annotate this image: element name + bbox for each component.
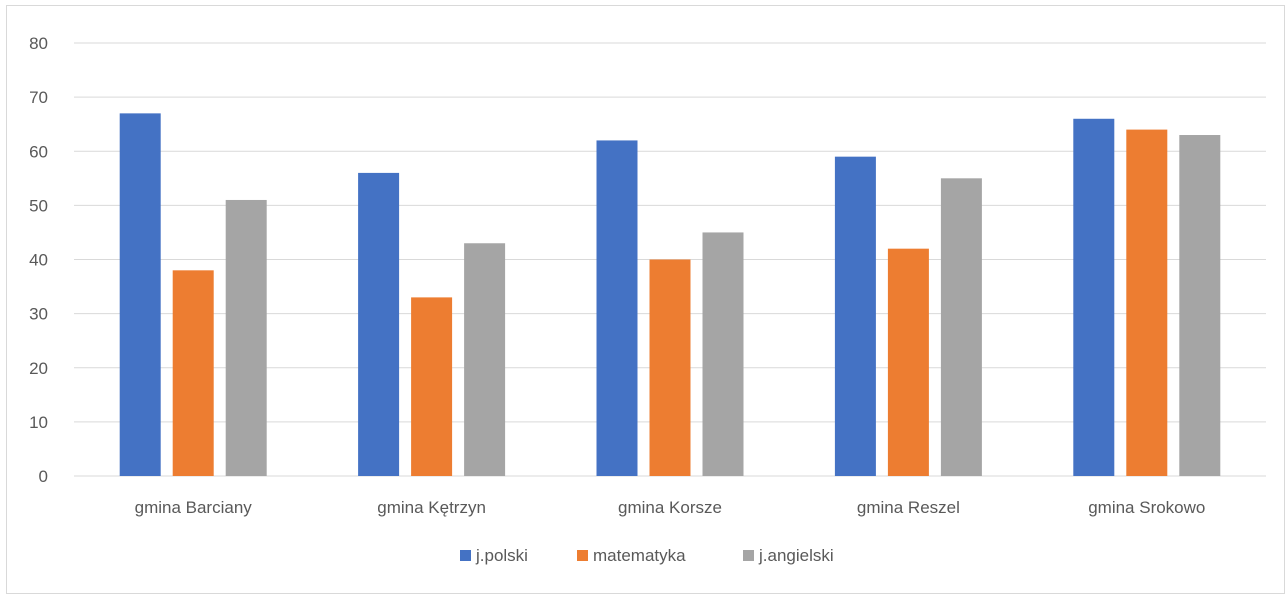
bar-j-polski-3 xyxy=(596,140,638,477)
bar-matematyka-2 xyxy=(411,297,453,476)
x-axis-category-labels: gmina Barciany gmina Kętrzyn gmina Korsze g… xyxy=(135,498,1206,517)
legend-label: j.angielski xyxy=(758,546,834,565)
legend-swatch xyxy=(577,550,588,561)
x-category-label: gmina Reszel xyxy=(857,498,960,517)
bar-j-angielski-5 xyxy=(1179,135,1221,476)
legend: j.polski matematyka j.angielski xyxy=(460,546,834,565)
chart-frame xyxy=(6,5,1285,594)
legend-swatch xyxy=(743,550,754,561)
bar-j-angielski-4 xyxy=(940,178,982,476)
y-tick-label: 80 xyxy=(29,34,48,53)
bar-matematyka-4 xyxy=(887,248,929,476)
y-tick-label: 70 xyxy=(29,88,48,107)
bar-j-polski-1 xyxy=(119,113,161,477)
legend-label: j.polski xyxy=(475,546,528,565)
bar-matematyka-5 xyxy=(1126,129,1168,476)
x-category-label: gmina Barciany xyxy=(135,498,253,517)
y-tick-label: 10 xyxy=(29,413,48,432)
bar-j-angielski-3 xyxy=(702,232,744,476)
bar-j-angielski-1 xyxy=(225,199,267,476)
y-axis-tick-labels: 0 10 20 30 40 50 60 70 80 xyxy=(29,34,48,486)
bars xyxy=(119,113,1221,477)
x-category-label: gmina Srokowo xyxy=(1088,498,1205,517)
bar-j-polski-2 xyxy=(358,172,400,476)
legend-label: matematyka xyxy=(593,546,686,565)
bar-j-angielski-2 xyxy=(464,243,506,476)
y-tick-label: 30 xyxy=(29,305,48,324)
y-tick-label: 0 xyxy=(39,467,48,486)
y-tick-label: 20 xyxy=(29,359,48,378)
y-tick-label: 60 xyxy=(29,142,48,161)
legend-swatch xyxy=(460,550,471,561)
y-tick-label: 40 xyxy=(29,251,48,270)
bar-j-polski-5 xyxy=(1073,118,1115,477)
bar-matematyka-1 xyxy=(172,270,214,476)
bar-j-polski-4 xyxy=(834,156,876,476)
x-category-label: gmina Kętrzyn xyxy=(377,498,486,517)
bar-matematyka-3 xyxy=(649,259,691,476)
x-category-label: gmina Korsze xyxy=(618,498,722,517)
grid-layer xyxy=(74,42,1266,477)
y-tick-label: 50 xyxy=(29,196,48,215)
